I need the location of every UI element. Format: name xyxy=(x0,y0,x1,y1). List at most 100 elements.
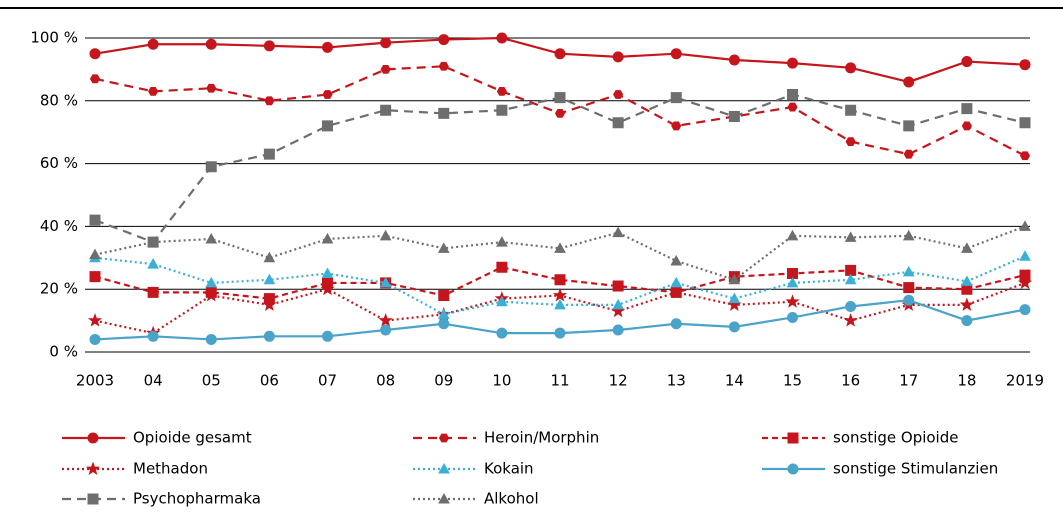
legend-label: Kokain xyxy=(484,460,534,478)
marker xyxy=(728,321,740,333)
marker xyxy=(148,86,159,96)
marker xyxy=(496,236,508,247)
legend-item: sonstige Stimulanzien xyxy=(762,460,998,478)
marker xyxy=(438,433,450,443)
marker xyxy=(903,282,915,294)
marker xyxy=(554,108,566,118)
marker xyxy=(205,333,217,345)
marker xyxy=(263,148,275,160)
marker xyxy=(1019,250,1031,261)
marker xyxy=(903,149,914,159)
marker xyxy=(845,137,856,147)
marker xyxy=(1019,269,1031,281)
marker xyxy=(1019,304,1031,316)
x-tick-label: 07 xyxy=(318,372,337,390)
marker xyxy=(961,56,973,68)
y-tick-label: 80 % xyxy=(40,91,78,109)
marker xyxy=(438,492,450,504)
marker xyxy=(89,333,101,345)
marker xyxy=(87,432,99,444)
marker xyxy=(378,313,393,327)
marker xyxy=(787,311,798,323)
marker xyxy=(1017,275,1033,289)
series-line xyxy=(94,266,1026,300)
x-tick-label: 04 xyxy=(144,372,163,390)
marker xyxy=(669,284,684,299)
marker xyxy=(89,48,101,60)
marker xyxy=(612,280,624,292)
marker xyxy=(87,493,99,505)
marker xyxy=(89,214,101,226)
marker xyxy=(1019,59,1031,71)
marker xyxy=(1019,220,1031,231)
marker xyxy=(843,313,858,327)
marker xyxy=(380,65,391,74)
marker xyxy=(321,267,334,278)
marker xyxy=(845,264,857,276)
y-tick-label: 20 % xyxy=(40,280,78,298)
marker xyxy=(670,318,682,330)
marker xyxy=(554,274,566,286)
marker xyxy=(147,38,159,50)
marker xyxy=(845,62,857,74)
marker xyxy=(1019,117,1031,129)
series-line xyxy=(94,36,1026,84)
series-line xyxy=(94,225,1026,282)
x-tick-label: 08 xyxy=(376,372,395,390)
marker xyxy=(85,461,101,476)
marker xyxy=(787,432,799,444)
marker xyxy=(961,242,973,253)
x-tick-label: 11 xyxy=(550,372,569,390)
marker xyxy=(438,61,449,71)
legend-item: Methadon xyxy=(62,460,208,478)
marker xyxy=(787,268,798,279)
marker xyxy=(438,462,450,474)
marker xyxy=(670,276,683,288)
legend-label: sonstige Stimulanzien xyxy=(833,460,998,478)
y-tick-label: 100 % xyxy=(30,29,78,47)
legend-item: Alkohol xyxy=(413,490,539,508)
marker xyxy=(1019,151,1031,161)
x-tick-label: 06 xyxy=(260,372,279,390)
marker xyxy=(496,86,507,96)
marker xyxy=(845,300,857,312)
marker xyxy=(263,330,275,342)
marker xyxy=(204,288,219,302)
marker xyxy=(728,111,740,122)
marker xyxy=(496,104,508,116)
marker xyxy=(785,294,800,308)
marker xyxy=(89,248,101,260)
marker xyxy=(496,261,508,273)
marker xyxy=(263,273,276,285)
marker xyxy=(554,92,566,104)
marker xyxy=(961,103,973,115)
marker xyxy=(902,229,915,241)
marker xyxy=(263,251,276,263)
marker xyxy=(612,324,624,336)
marker xyxy=(670,48,682,60)
x-tick-label: 2019 xyxy=(1006,372,1044,390)
marker xyxy=(147,286,159,298)
marker xyxy=(554,242,566,253)
marker xyxy=(379,229,392,241)
marker xyxy=(613,90,624,99)
marker xyxy=(438,107,450,119)
y-tick-label: 40 % xyxy=(40,217,78,235)
marker xyxy=(264,96,275,106)
legend-label: Alkohol xyxy=(484,490,539,508)
marker xyxy=(89,74,101,84)
marker xyxy=(552,288,568,302)
marker xyxy=(728,273,741,285)
x-tick-label: 12 xyxy=(609,372,628,390)
x-tick-label: 16 xyxy=(841,372,860,390)
y-tick-label: 60 % xyxy=(40,154,78,172)
marker xyxy=(380,324,392,336)
marker xyxy=(845,104,857,116)
marker xyxy=(671,121,682,131)
marker xyxy=(320,281,335,296)
marker xyxy=(147,330,159,342)
marker xyxy=(89,271,101,283)
marker xyxy=(438,289,450,301)
x-tick-label: 14 xyxy=(725,372,744,390)
